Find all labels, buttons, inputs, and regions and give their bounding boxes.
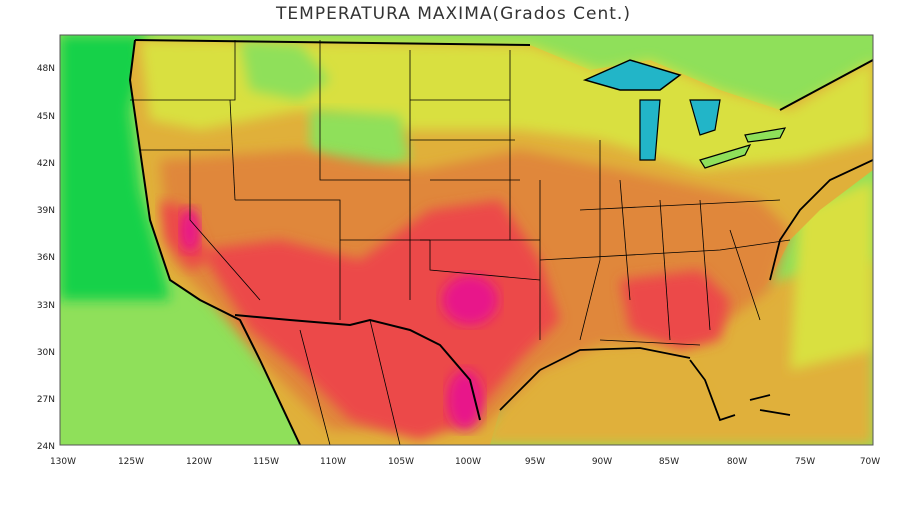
y-tick-label: 33N (37, 301, 55, 311)
y-tick-label: 36N (37, 253, 55, 263)
country-borders (128, 39, 873, 445)
y-tick-label: 48N (37, 64, 55, 74)
x-tick-label: 130W (50, 457, 76, 467)
x-tick-label: 80W (727, 457, 747, 467)
y-tick-label: 39N (37, 206, 55, 216)
atlantic-yellow-zone (790, 180, 873, 370)
mexico-magenta-peak (447, 370, 483, 430)
x-tick-label: 70W (860, 457, 880, 467)
x-tick-label: 115W (253, 457, 279, 467)
state-borders (130, 40, 791, 445)
pacific-cool-zone (60, 35, 170, 300)
x-tick-label: 90W (592, 457, 612, 467)
x-tick-label: 95W (525, 457, 545, 467)
lake-erie (699, 144, 752, 169)
texas-magenta-peak (442, 275, 498, 325)
y-tick-label: 42N (37, 159, 55, 169)
x-tick-label: 85W (659, 457, 679, 467)
y-axis: 24N 27N 30N 33N 36N 39N 42N 45N 48N (37, 64, 55, 452)
map-title: TEMPERATURA MAXIMA(Grados Cent.) (276, 4, 631, 24)
x-axis: 130W 125W 120W 115W 110W 105W 100W 95W 9… (50, 457, 880, 467)
coastlines (499, 159, 873, 422)
map-field (60, 35, 873, 445)
x-tick-label: 125W (118, 457, 144, 467)
y-tick-label: 27N (37, 395, 55, 405)
y-tick-label: 30N (37, 348, 55, 358)
central-valley-magenta-peak (180, 208, 200, 252)
y-tick-label: 45N (37, 112, 55, 122)
x-tick-label: 105W (388, 457, 414, 467)
x-tick-label: 75W (795, 457, 815, 467)
y-tick-label: 24N (37, 442, 55, 452)
map-frame (59, 34, 874, 446)
x-tick-label: 120W (186, 457, 212, 467)
lake-ontario (744, 127, 787, 143)
lake-michigan (639, 99, 661, 161)
x-tick-label: 110W (320, 457, 346, 467)
lake-huron (689, 99, 721, 136)
x-tick-label: 100W (455, 457, 481, 467)
montana-green-patch (240, 40, 330, 100)
southeast-red-zone (620, 270, 730, 350)
lake-superior (582, 59, 682, 91)
